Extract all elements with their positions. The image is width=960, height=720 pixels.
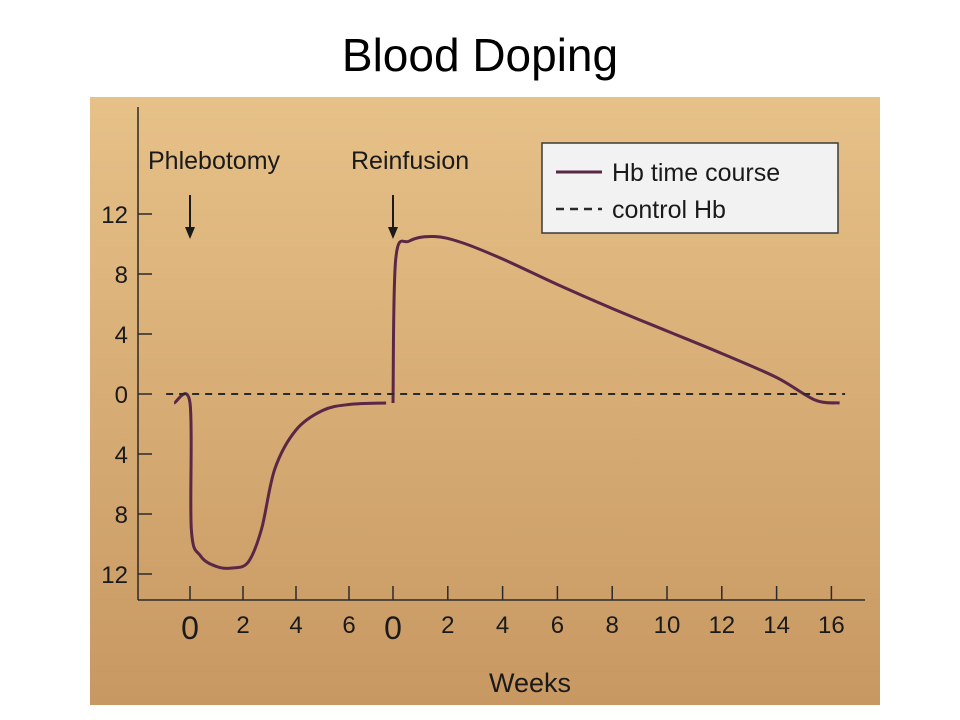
y-tick-label: 8 xyxy=(115,262,128,289)
y-tick-label: 12 xyxy=(101,562,128,589)
series-line-hb-time-course xyxy=(173,392,387,570)
hb-line-chart: 12 8 4 0 4 8 12 0 2 4 6 0 2 4 6 8 10 12 14 16 Phlebotomy Rei… xyxy=(90,97,880,705)
annotation-phlebotomy: Phlebotomy xyxy=(148,147,281,175)
annotation-arrow-head xyxy=(185,227,195,239)
series-line-hb-time-course xyxy=(391,234,840,405)
x-tick-label: 12 xyxy=(708,612,735,639)
x-tick-label: 4 xyxy=(496,612,509,639)
y-tick-label: 12 xyxy=(101,202,128,229)
x-tick-label: 10 xyxy=(654,612,681,639)
x-tick-label: 0 xyxy=(384,610,402,646)
y-tick-label: 8 xyxy=(115,502,128,529)
legend-label-hb-time-course: Hb time course xyxy=(612,159,780,187)
chart-figure: 12 8 4 0 4 8 12 0 2 4 6 0 2 4 6 8 10 12 14 16 Phlebotomy Rei… xyxy=(90,97,880,705)
x-tick-label: 4 xyxy=(289,612,302,639)
x-tick-label: 2 xyxy=(441,612,454,639)
annotation-group: Phlebotomy Reinfusion xyxy=(148,147,469,239)
y-tick-label: 4 xyxy=(115,442,128,469)
x-tick-label: 2 xyxy=(236,612,249,639)
chart-legend: Hb time course control Hb xyxy=(541,142,839,234)
legend-label-control-hb: control Hb xyxy=(612,196,726,224)
axes-group: 12 8 4 0 4 8 12 0 2 4 6 0 2 4 6 8 10 12 14 16 xyxy=(101,107,865,646)
x-axis-label: Weeks xyxy=(489,668,571,698)
x-tick-label: 16 xyxy=(818,612,845,639)
x-tick-label: 6 xyxy=(551,612,564,639)
y-tick-label: 4 xyxy=(115,322,128,349)
series-group xyxy=(166,234,846,570)
x-tick-label: 6 xyxy=(342,612,355,639)
x-tick-label: 8 xyxy=(606,612,619,639)
y-tick-label: 0 xyxy=(115,382,128,409)
x-tick-label: 14 xyxy=(763,612,790,639)
slide-title: Blood Doping xyxy=(341,29,619,81)
legend-box xyxy=(541,142,839,234)
annotation-reinfusion: Reinfusion xyxy=(351,147,469,175)
x-tick-label: 0 xyxy=(181,610,199,646)
annotation-arrow-head xyxy=(388,227,398,239)
